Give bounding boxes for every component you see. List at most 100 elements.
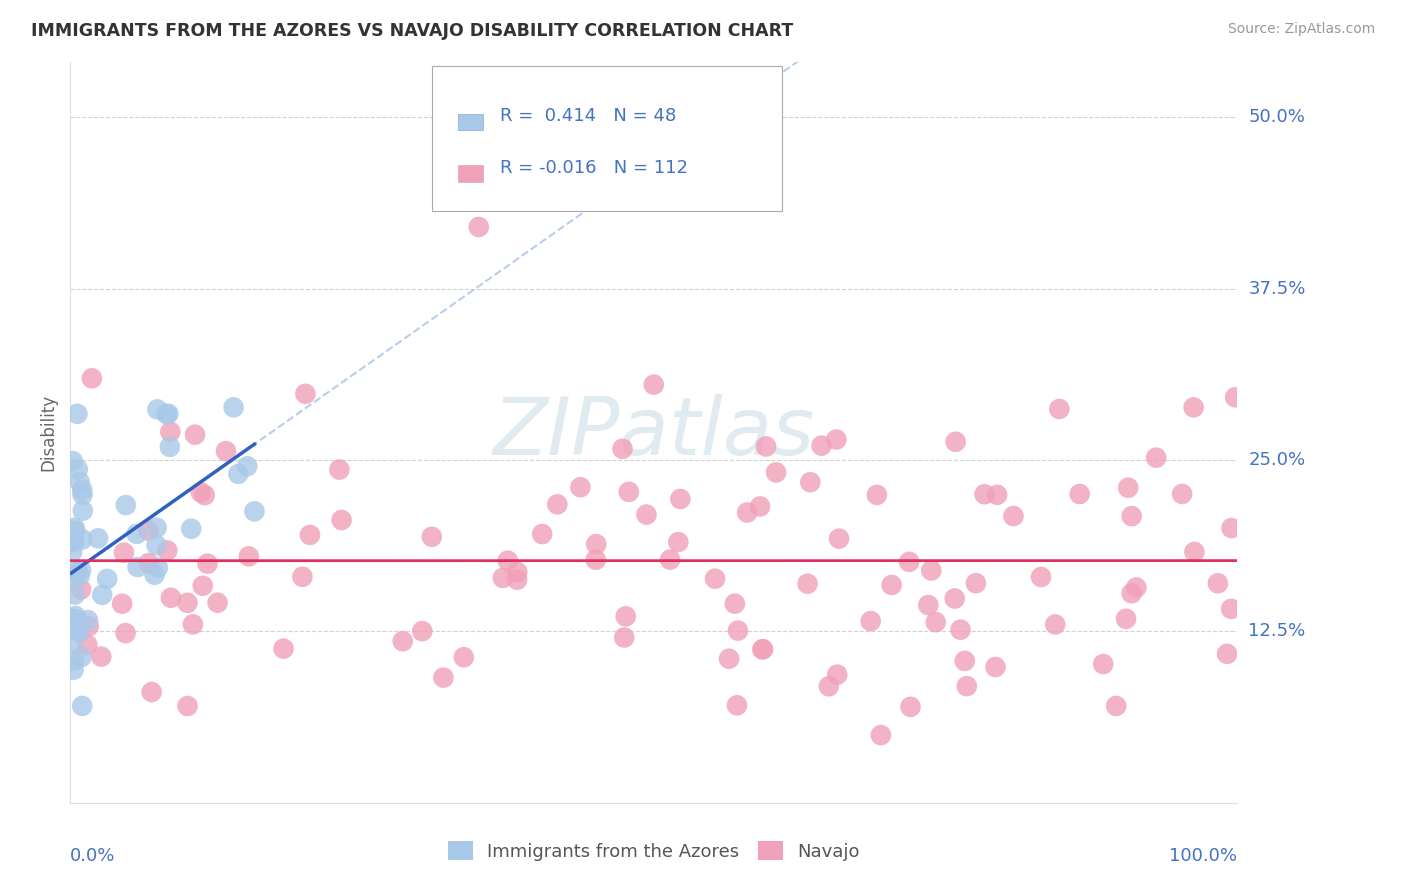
Point [62,663,84,677]
Point [215,444,238,458]
Point [1002,509,1025,524]
Point [724,597,747,611]
Point [984,660,1007,674]
Point [1029,570,1052,584]
Point [1047,402,1070,417]
Point [506,565,529,579]
Point [145,521,167,535]
Point [1171,487,1194,501]
Point [1220,602,1243,616]
Point [63,623,86,637]
Point [859,614,882,628]
Point [127,560,149,574]
Point [191,579,214,593]
FancyBboxPatch shape [432,66,782,211]
Y-axis label: Disability: Disability [39,394,58,471]
Text: R =  0.414   N = 48: R = 0.414 N = 48 [499,108,676,126]
Point [66,462,89,476]
Point [613,631,636,645]
Point [420,530,443,544]
Point [467,219,491,234]
Point [190,485,212,500]
Point [63,521,86,535]
Point [60,634,83,648]
Point [111,597,134,611]
Point [669,491,692,506]
Point [60,545,83,559]
Point [76,638,98,652]
Point [60,611,83,625]
Point [531,527,554,541]
Point [156,543,179,558]
Point [238,549,260,564]
Point [828,532,851,546]
Point [222,401,245,415]
Point [80,371,103,385]
Point [585,537,607,551]
Point [411,624,433,639]
Point [506,573,529,587]
Point [91,588,114,602]
Point [66,407,89,421]
Point [920,564,942,578]
Point [72,533,94,547]
Point [900,699,922,714]
Point [70,650,93,665]
Text: 12.5%: 12.5% [1249,623,1306,640]
Point [752,642,775,657]
Point [145,538,167,552]
Point [146,560,169,574]
Point [1225,390,1247,404]
Point [96,572,118,586]
Point [949,623,972,637]
Point [176,596,198,610]
Point [1144,450,1167,465]
Point [643,377,665,392]
Point [1220,521,1243,535]
Point [825,433,848,447]
Point [956,679,979,693]
Point [90,649,112,664]
Point [273,641,295,656]
Point [1116,481,1139,495]
Point [614,609,637,624]
Point [796,576,818,591]
Point [62,533,84,548]
Point [496,554,519,568]
Text: 100.0%: 100.0% [1170,847,1237,865]
Point [1184,545,1206,559]
Point [1069,487,1091,501]
Point [141,685,163,699]
Point [453,650,475,665]
Point [65,612,87,626]
Point [112,546,135,560]
Point [751,642,773,657]
Point [228,467,250,481]
Point [180,522,202,536]
Point [391,634,413,648]
Point [810,439,832,453]
Point [1121,509,1143,524]
Point [328,462,350,476]
Point [63,653,86,667]
Point [146,402,169,417]
FancyBboxPatch shape [458,113,484,130]
Point [181,617,204,632]
Point [825,667,848,681]
Point [159,425,181,439]
Point [69,569,91,583]
Point [197,557,219,571]
Point [1115,612,1137,626]
Point [945,434,967,449]
Point [70,582,93,597]
Text: Source: ZipAtlas.com: Source: ZipAtlas.com [1227,22,1375,37]
Text: 0.0%: 0.0% [70,847,115,865]
Point [72,488,94,502]
Point [160,591,183,605]
Point [870,728,893,742]
Point [569,480,592,494]
Point [1092,657,1115,671]
Point [636,508,658,522]
Point [207,596,229,610]
Point [799,475,821,490]
